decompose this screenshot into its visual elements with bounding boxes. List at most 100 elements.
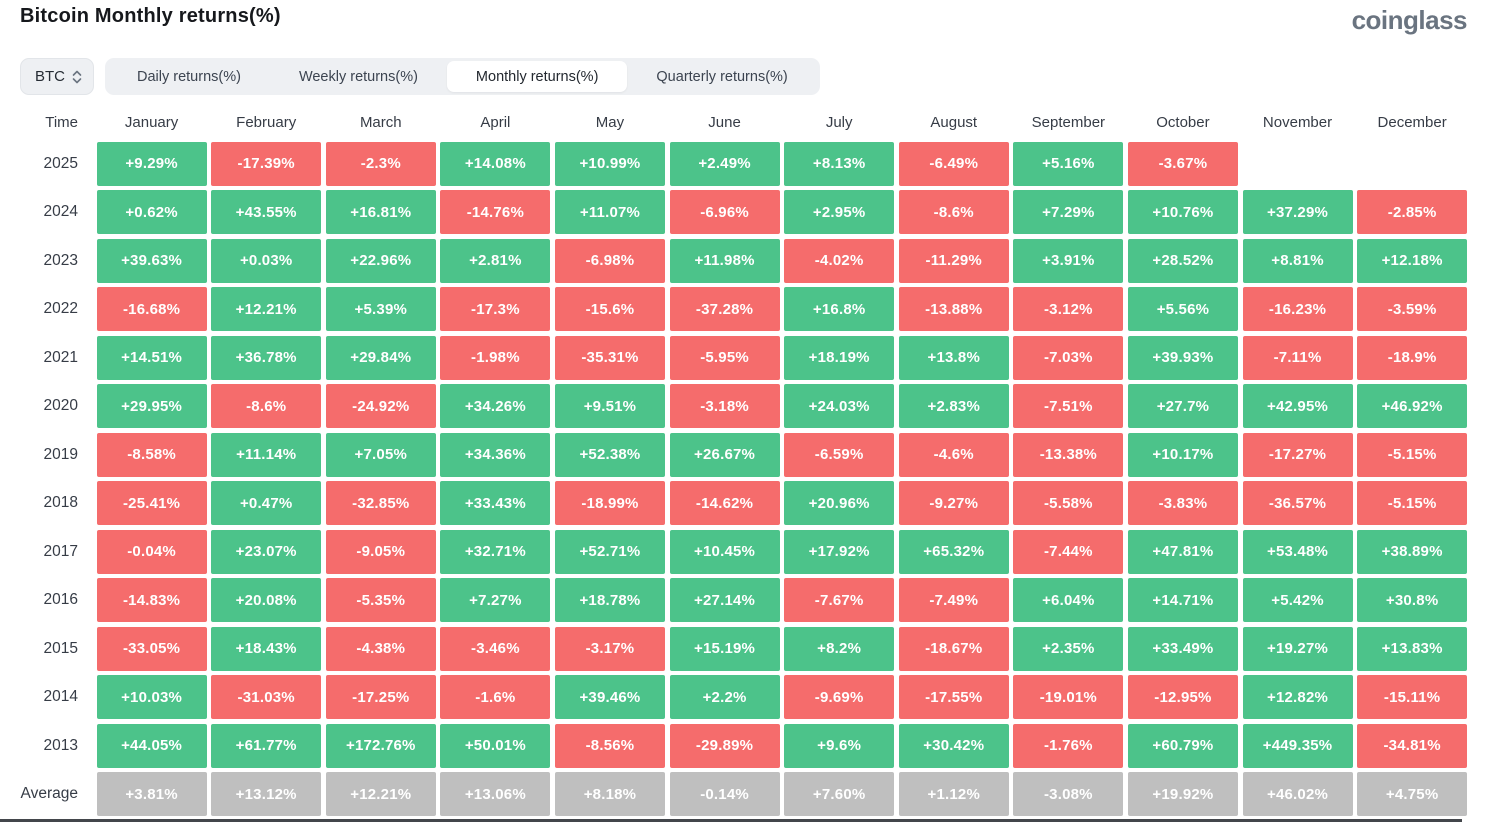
return-cell-positive: +52.38%: [554, 432, 665, 477]
return-cell-positive: +18.78%: [554, 578, 665, 622]
tab-quarterly-returns[interactable]: Quarterly returns(%): [627, 61, 816, 92]
return-cell-positive: +172.76%: [325, 723, 436, 768]
return-cell-negative: -7.67%: [784, 578, 895, 622]
return-cell-positive: +5.42%: [1242, 578, 1353, 622]
column-header-september: September: [1031, 113, 1106, 131]
row-label-2019: 2019: [43, 445, 78, 463]
row-label-2017: 2017: [43, 542, 78, 560]
return-cell-negative: -3.46%: [440, 626, 551, 671]
return-cell-negative: -5.15%: [1357, 432, 1468, 477]
return-cell-positive: +53.48%: [1242, 529, 1353, 574]
return-cell-negative: -35.31%: [554, 335, 665, 380]
return-cell-negative: -3.83%: [1127, 481, 1238, 525]
return-cell-positive: +30.42%: [898, 723, 1009, 768]
average-cell: +46.02%: [1242, 772, 1353, 816]
column-header-june: June: [708, 113, 741, 131]
column-header-october: October: [1156, 113, 1210, 131]
return-cell-positive: +27.7%: [1127, 384, 1238, 428]
return-cell-negative: -9.05%: [325, 529, 436, 574]
controls-row: BTC Daily returns(%) Weekly returns(%) Mon…: [20, 58, 1495, 95]
return-cell-positive: +18.43%: [211, 626, 322, 671]
return-cell-negative: -7.11%: [1242, 335, 1353, 380]
return-cell-negative: -17.55%: [898, 675, 1009, 719]
return-cell-positive: +22.96%: [325, 238, 436, 283]
column-header-march: March: [359, 113, 402, 131]
return-cell-negative: -18.67%: [898, 626, 1009, 671]
average-cell: +13.06%: [440, 772, 551, 816]
return-cell-negative: -29.89%: [669, 723, 780, 768]
coinglass-logo[interactable]: coinglass: [1351, 5, 1468, 35]
bottom-divider: [0, 819, 1462, 822]
return-cell-negative: -14.83%: [96, 578, 207, 622]
return-cell-positive: +3.91%: [1013, 238, 1124, 283]
row-label-2013: 2013: [43, 736, 78, 754]
return-cell-negative: -4.6%: [898, 432, 1009, 477]
return-cell-positive: +12.18%: [1357, 238, 1468, 283]
returns-period-tabs: Daily returns(%) Weekly returns(%) Monthly…: [105, 58, 820, 95]
return-cell-negative: -6.98%: [554, 238, 665, 283]
tab-weekly-returns[interactable]: Weekly returns(%): [270, 61, 447, 92]
symbol-select-value: BTC: [35, 68, 65, 85]
return-cell-positive: +10.45%: [669, 529, 780, 574]
return-cell-positive: +32.71%: [440, 529, 551, 574]
column-header-april: April: [480, 113, 511, 131]
row-label-2016: 2016: [43, 591, 78, 608]
symbol-select[interactable]: BTC: [20, 58, 94, 95]
return-cell-positive: +19.27%: [1242, 626, 1353, 671]
return-cell-negative: -2.3%: [325, 141, 436, 186]
return-cell-negative: -5.95%: [669, 335, 780, 380]
return-cell-positive: +12.82%: [1242, 675, 1353, 719]
tab-daily-returns[interactable]: Daily returns(%): [108, 61, 270, 92]
row-label-2024: 2024: [43, 203, 78, 220]
return-cell-positive: +8.13%: [784, 141, 895, 186]
return-cell-negative: -15.11%: [1357, 675, 1468, 719]
return-cell-negative: -8.6%: [898, 190, 1009, 234]
return-cell-positive: +26.67%: [669, 432, 780, 477]
column-header-july: July: [825, 113, 853, 131]
return-cell-negative: -3.18%: [669, 384, 780, 428]
column-header-time: Time: [45, 113, 78, 131]
return-cell-positive: +10.03%: [96, 675, 207, 719]
return-cell-negative: -13.88%: [898, 287, 1009, 331]
return-cell-positive: +2.83%: [898, 384, 1009, 428]
return-cell-positive: +39.93%: [1127, 335, 1238, 380]
returns-heatmap: Time January February March April May June July…: [0, 107, 1468, 816]
return-cell-negative: -4.02%: [784, 238, 895, 283]
return-cell-negative: -14.76%: [440, 190, 551, 234]
return-cell-positive: +39.46%: [554, 675, 665, 719]
row-label-2021: 2021: [43, 348, 78, 366]
empty-cell: [1357, 142, 1467, 186]
return-cell-negative: -5.58%: [1013, 481, 1124, 525]
return-cell-positive: +2.81%: [440, 238, 551, 283]
return-cell-positive: +5.39%: [325, 287, 436, 331]
return-cell-negative: -5.15%: [1357, 481, 1468, 525]
return-cell-positive: +10.99%: [554, 141, 665, 186]
return-cell-negative: -1.98%: [440, 335, 551, 380]
return-cell-negative: -11.29%: [898, 238, 1009, 283]
return-cell-positive: +14.08%: [440, 141, 551, 186]
return-cell-positive: +37.29%: [1242, 190, 1353, 234]
column-header-january: January: [124, 113, 179, 131]
return-cell-positive: +10.17%: [1127, 432, 1238, 477]
return-cell-negative: -8.6%: [211, 384, 322, 428]
return-cell-negative: -3.59%: [1357, 287, 1468, 331]
return-cell-positive: +17.92%: [784, 529, 895, 574]
return-cell-negative: -33.05%: [96, 626, 207, 671]
column-header-may: May: [595, 113, 625, 131]
return-cell-positive: +0.62%: [96, 190, 207, 234]
return-cell-positive: +33.49%: [1127, 626, 1238, 671]
tab-monthly-returns[interactable]: Monthly returns(%): [446, 61, 628, 92]
return-cell-positive: +9.6%: [784, 723, 895, 768]
return-cell-positive: +38.89%: [1357, 529, 1468, 574]
return-cell-positive: +20.96%: [784, 481, 895, 525]
return-cell-negative: -36.57%: [1242, 481, 1353, 525]
average-cell: +3.81%: [96, 772, 207, 816]
return-cell-negative: -5.35%: [325, 578, 436, 622]
return-cell-positive: +16.8%: [784, 287, 895, 331]
return-cell-positive: +20.08%: [211, 578, 322, 622]
return-cell-negative: -2.85%: [1357, 190, 1468, 234]
return-cell-positive: +449.35%: [1242, 723, 1353, 768]
row-label-2015: 2015: [43, 639, 78, 657]
return-cell-positive: +39.63%: [96, 238, 207, 283]
return-cell-positive: +47.81%: [1127, 529, 1238, 574]
